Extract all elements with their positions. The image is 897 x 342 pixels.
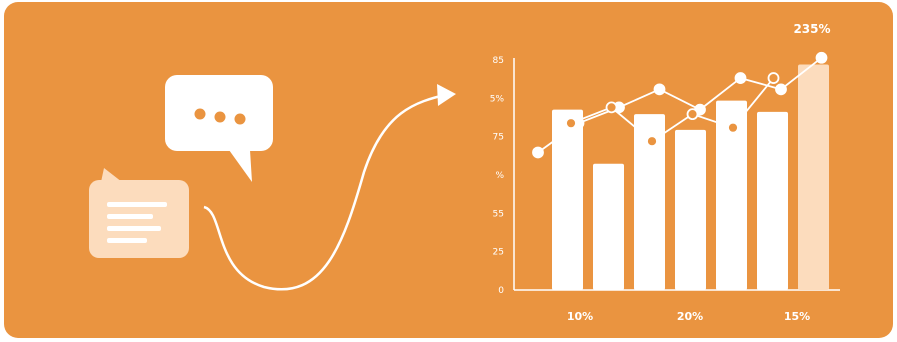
line-point: [767, 72, 780, 84]
bars: [552, 64, 829, 291]
bar: [593, 163, 624, 290]
y-tick-label: 25: [493, 248, 504, 258]
bar: [552, 109, 583, 291]
x-label: 10%: [567, 310, 593, 323]
line-point: [775, 83, 787, 96]
y-tick-label: 0: [498, 286, 504, 296]
x-label: 15%: [784, 310, 810, 323]
banner: 0 25 55% 75 5% 85 10% 20% 15% 235%: [4, 2, 893, 338]
y-tick-labels: 0 25 55% 75 5% 85: [490, 56, 505, 296]
x-label: 20%: [677, 310, 703, 323]
bar: [675, 129, 706, 290]
chat-bubble-lines-icon: [89, 168, 189, 258]
line-point: [727, 121, 739, 134]
line-point: [605, 101, 618, 114]
line-point: [646, 135, 658, 148]
bar: [634, 114, 665, 291]
growth-arrow-icon: [437, 84, 456, 106]
y-tick-label: 75: [493, 133, 504, 143]
bar: [716, 100, 747, 290]
chat-bubble-dots-icon: [165, 75, 273, 182]
line-point: [686, 108, 699, 121]
line-point: [734, 72, 747, 84]
y-tick-label: 85: [493, 56, 504, 66]
line-point: [532, 146, 544, 159]
growth-curve: [203, 92, 450, 291]
trend-line-b: [570, 77, 775, 143]
highlight-label: 235%: [793, 22, 830, 36]
line-point: [815, 51, 828, 64]
line-point: [565, 117, 577, 130]
trend-line-a: [537, 57, 823, 154]
bar: [757, 111, 788, 291]
y-tick-label: 5%: [490, 94, 505, 104]
highlight-bar: [798, 64, 829, 290]
line-point: [653, 83, 666, 96]
trend-lines: [532, 51, 828, 159]
x-labels: 10% 20% 15%: [567, 310, 810, 323]
y-tick-label: 55: [493, 209, 504, 219]
illustration: 0 25 55% 75 5% 85 10% 20% 15% 235%: [89, 22, 840, 323]
y-tick-label: %: [495, 171, 504, 181]
